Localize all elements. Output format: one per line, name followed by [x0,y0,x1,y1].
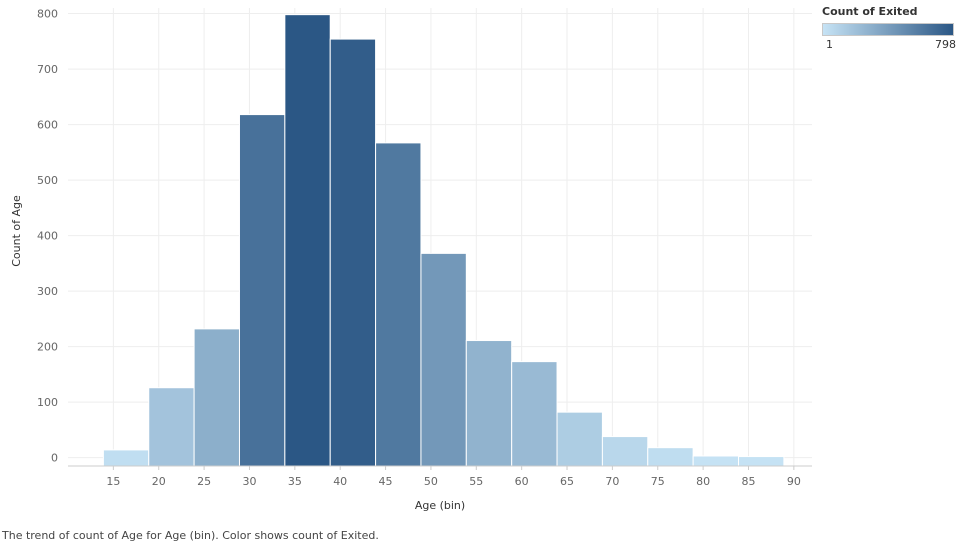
y-tick-label: 100 [37,396,58,409]
x-tick-label: 75 [651,475,665,488]
legend-min-label: 1 [826,38,833,51]
x-tick-label: 85 [741,475,755,488]
bars [102,14,785,467]
histogram-bar [647,447,694,467]
y-tick-label: 600 [37,119,58,132]
histogram-bar [511,361,558,467]
x-axis-ticks: 15 20 25 30 35 40 45 50 55 60 65 70 75 80 85 90 [106,466,801,488]
histogram-bar [601,436,649,467]
y-tick-label: 800 [37,8,58,21]
histogram-bar [692,455,740,467]
y-axis-title: Count of Age [10,195,23,267]
x-tick-label: 45 [379,475,393,488]
y-tick-label: 500 [37,174,58,187]
x-tick-label: 80 [696,475,710,488]
histogram-bar [738,456,785,467]
histogram-bar [329,38,377,467]
histogram-bar [556,411,603,467]
x-tick-label: 60 [515,475,529,488]
histogram-bar [148,387,195,467]
histogram-bar [102,449,150,467]
x-axis-title: Age (bin) [415,499,465,512]
color-legend: Count of Exited 1 798 [822,5,960,52]
x-tick-label: 65 [560,475,574,488]
x-tick-label: 50 [424,475,438,488]
legend-labels: 1 798 [822,38,960,52]
legend-title: Count of Exited [822,5,918,18]
x-tick-label: 35 [288,475,302,488]
x-tick-label: 70 [605,475,619,488]
histogram-bar [238,114,286,467]
x-tick-label: 30 [242,475,256,488]
histogram-bar [465,340,513,467]
y-axis-ticks: 0 100 200 300 400 500 600 700 800 [37,8,58,465]
y-tick-label: 700 [37,63,58,76]
histogram-bar [284,14,331,467]
y-tick-label: 300 [37,285,58,298]
chart-caption: The trend of count of Age for Age (bin).… [2,529,379,542]
y-tick-label: 200 [37,341,58,354]
y-tick-label: 0 [51,452,58,465]
x-tick-label: 90 [787,475,801,488]
y-tick-label: 400 [37,230,58,243]
histogram-bar [193,328,240,467]
legend-max-label: 798 [935,38,956,51]
histogram-bar [420,252,467,467]
x-tick-label: 55 [469,475,483,488]
x-tick-label: 20 [152,475,166,488]
x-tick-label: 15 [106,475,120,488]
x-tick-label: 25 [197,475,211,488]
legend-color-ramp [822,23,954,36]
x-tick-label: 40 [333,475,347,488]
histogram-bar [375,142,422,467]
